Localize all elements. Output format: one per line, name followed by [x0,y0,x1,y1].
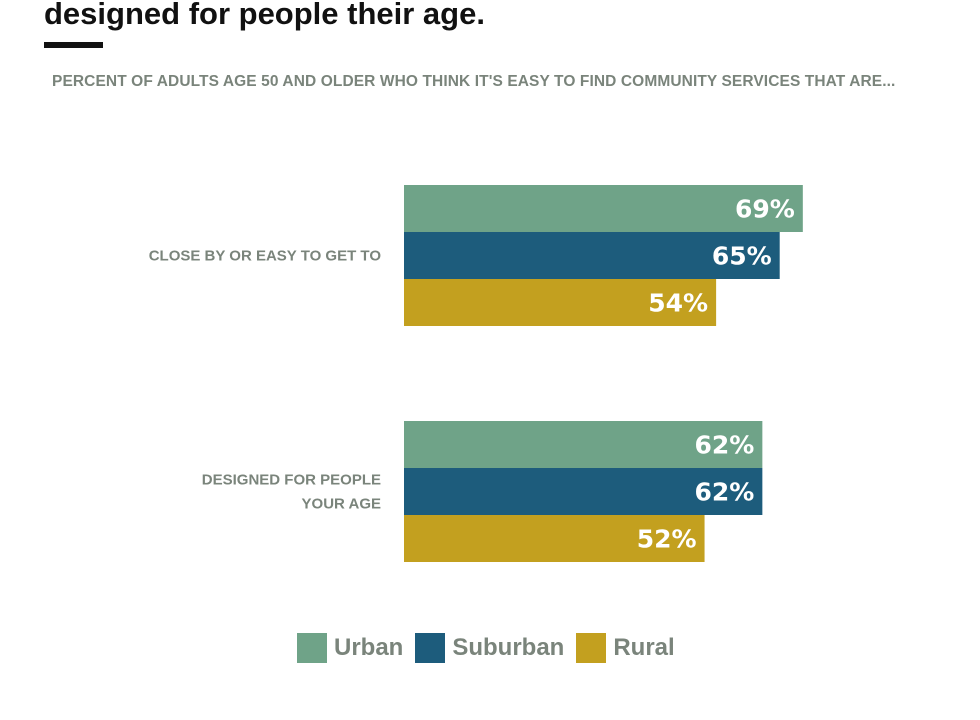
bar-urban [404,185,803,232]
bar-rural [404,515,705,562]
headline: designed for people their age. [44,0,485,31]
chart-subtitle: PERCENT OF ADULTS AGE 50 AND OLDER WHO T… [52,73,896,90]
legend-label-urban: Urban [334,634,404,661]
data-label-suburban: 62% [695,478,755,507]
bar-suburban [404,232,780,279]
legend-swatch-urban [297,633,327,663]
category-label: YOUR AGE [302,496,381,513]
data-label-urban: 69% [735,195,795,224]
legend-label-suburban: Suburban [452,634,565,661]
bar-rural [404,279,717,326]
legend-item-rural: Rural [576,633,675,663]
headline-rule [44,42,103,48]
category-label: DESIGNED FOR PEOPLE [202,472,381,489]
legend-item-suburban: Suburban [415,633,564,663]
legend-swatch-rural [576,633,607,663]
category-label: CLOSE BY OR EASY TO GET TO [149,248,382,265]
legend: Urban Suburban Rural [297,633,687,663]
bar-urban [404,421,763,468]
data-label-suburban: 65% [712,242,772,271]
data-label-rural: 52% [637,525,697,554]
data-label-urban: 62% [695,431,755,460]
data-label-rural: 54% [648,289,708,318]
legend-item-urban: Urban [297,633,403,663]
legend-swatch-suburban [415,633,446,663]
legend-label-rural: Rural [613,634,675,661]
bar-suburban [404,468,763,515]
